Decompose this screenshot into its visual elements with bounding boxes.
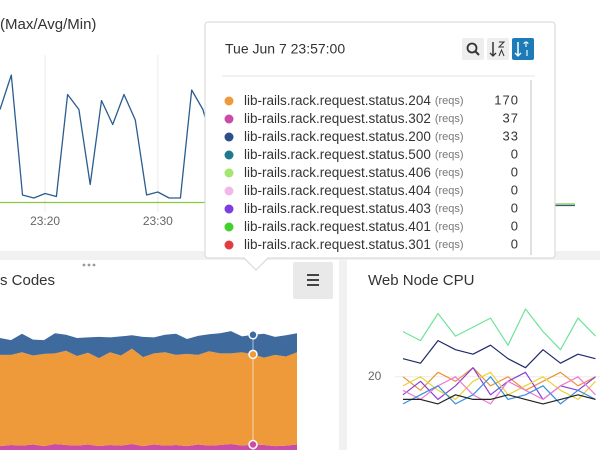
row-value: 0 [511,236,519,251]
stacked-area [0,444,297,450]
search-button[interactable] [462,38,484,60]
series-name: lib-rails.rack.request.status.302 [244,111,431,126]
legend-dot [224,114,234,124]
unit: (reqs) [435,131,464,143]
legend-dot [224,186,234,196]
row-label: lib-rails.rack.request.status.301 (reqs) [244,237,464,252]
row-value: 0 [511,164,519,179]
legend-dot [224,96,234,106]
row-value: 0 [511,146,519,161]
cpu-panel: Web Node CPU 20 [368,272,600,405]
legend-dot [224,204,234,214]
panel-title: s Codes [0,272,55,289]
unit: (reqs) [435,203,464,215]
tooltip: Tue Jun 7 23:57:00 lib-rails.rack.reques… [204,21,556,271]
panel-gap [339,258,347,450]
row-label: lib-rails.rack.request.status.500 (reqs) [244,147,464,162]
series-line [402,376,596,405]
unit: (reqs) [435,167,464,179]
hover-dot [248,439,258,450]
series-name: lib-rails.rack.request.status.301 [244,237,431,252]
row-label: lib-rails.rack.request.status.204 (reqs) [244,93,464,108]
y-tick-label: 20 [368,369,382,383]
row-label: lib-rails.rack.request.status.401 (reqs) [244,219,464,234]
series-line [402,376,596,405]
status-panel: s Codes [0,272,297,450]
row-value: 0 [511,218,519,233]
menu-button[interactable] [293,262,333,299]
legend-dot [224,150,234,160]
series-line [402,367,596,391]
hover-dot [248,349,258,360]
row-label: lib-rails.rack.request.status.302 (reqs) [244,111,464,126]
panel-title: (Max/Avg/Min) [0,16,96,33]
plot [0,331,297,450]
legend-dot [224,132,234,142]
series-name: lib-rails.rack.request.status.204 [244,93,431,108]
hover-dot [248,330,258,340]
series-name: lib-rails.rack.request.status.200 [244,129,431,144]
unit: (reqs) [435,95,464,107]
tooltip-pointer-edge [243,257,269,271]
series-line [402,308,596,351]
row-value: 0 [511,182,519,197]
row-value: 37 [503,110,519,125]
legend-dot [224,222,234,232]
series-name: lib-rails.rack.request.status.401 [244,219,431,234]
sort-alpha-button[interactable] [487,38,509,60]
legend-dot [224,168,234,178]
series-line [403,394,596,405]
row-label: lib-rails.rack.request.status.406 (reqs) [244,165,464,180]
series-name: lib-rails.rack.request.status.500 [244,147,431,162]
drag-handle[interactable] [82,263,96,267]
series-name: lib-rails.rack.request.status.404 [244,183,431,198]
stacked-area [0,331,297,359]
unit: (reqs) [435,221,464,233]
x-tick-label: 23:30 [143,214,173,228]
panel-title: Web Node CPU [368,272,474,289]
x-tick-label: 23:20 [30,214,60,228]
legend-dot [224,240,234,250]
series-line [402,340,596,369]
unit: (reqs) [435,185,464,197]
row-label: lib-rails.rack.request.status.404 (reqs) [244,183,464,198]
series-name: lib-rails.rack.request.status.403 [244,201,431,216]
row-label: lib-rails.rack.request.status.403 (reqs) [244,201,464,216]
tooltip-box [204,21,556,259]
row-label: lib-rails.rack.request.status.200 (reqs) [244,129,464,144]
row-value: 170 [494,92,519,107]
row-value: 33 [503,128,519,143]
unit: (reqs) [435,149,464,161]
row-value: 0 [511,200,519,215]
unit: (reqs) [435,113,464,125]
stacked-area [0,348,297,447]
unit: (reqs) [435,239,464,251]
series-name: lib-rails.rack.request.status.406 [244,165,431,180]
tooltip-pointer [244,257,268,270]
tooltip-time: Tue Jun 7 23:57:00 [225,41,345,57]
sort-value-button[interactable] [512,38,534,60]
